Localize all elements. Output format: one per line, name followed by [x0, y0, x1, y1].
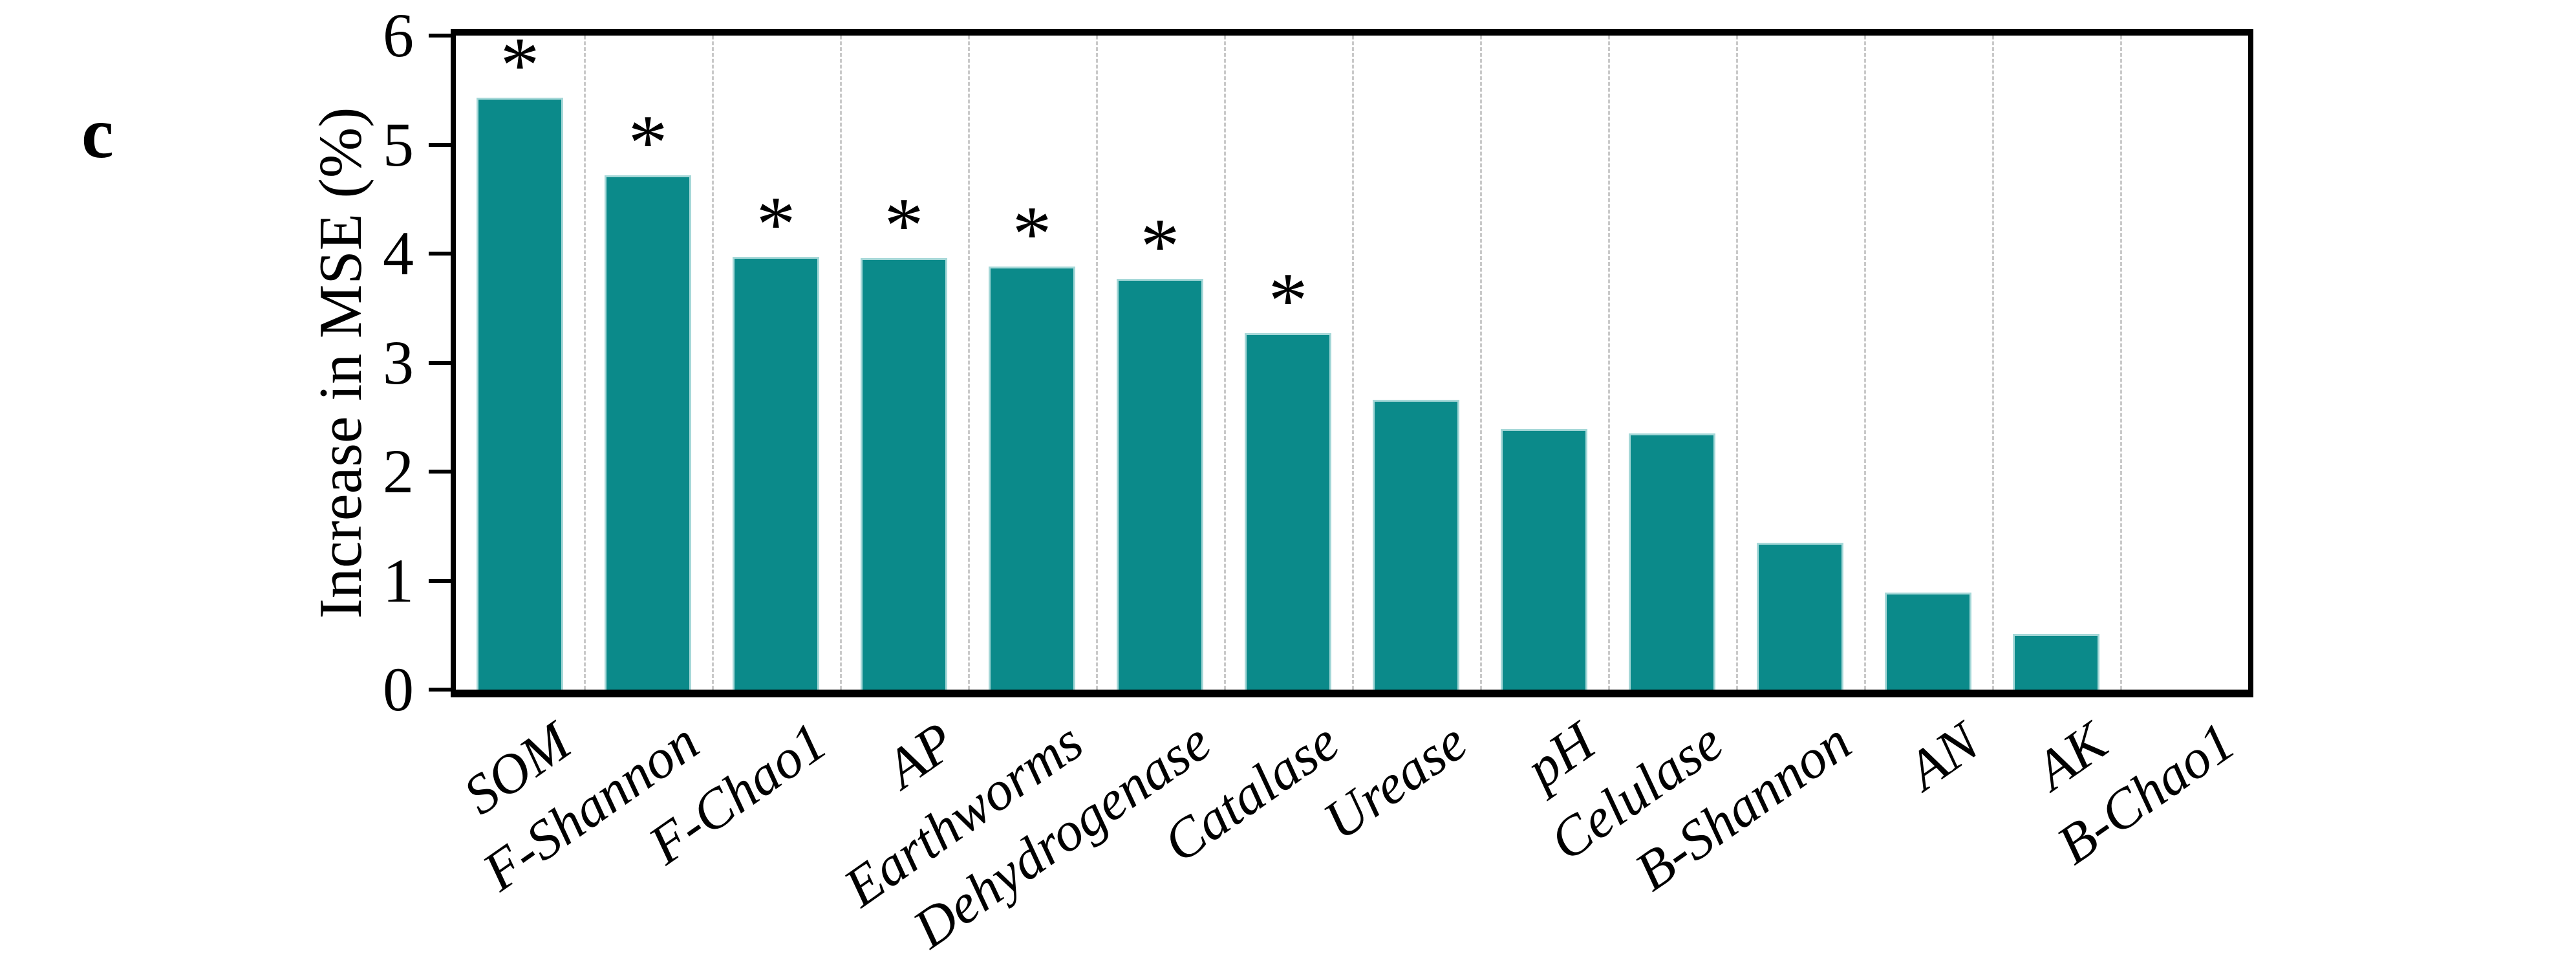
gridline	[1224, 36, 1226, 690]
significance-asterisk: *	[500, 21, 540, 109]
gridline	[1736, 36, 1738, 690]
bar	[477, 98, 563, 690]
bar	[1757, 543, 1843, 690]
bar	[989, 267, 1075, 690]
gridline	[1608, 36, 1610, 690]
x-tick-label: Urease	[1312, 710, 1478, 852]
significance-asterisk: *	[756, 180, 796, 268]
gridline	[1352, 36, 1354, 690]
bar	[733, 257, 819, 690]
y-tick-mark	[429, 579, 451, 583]
y-tick-label: 4	[383, 219, 414, 288]
y-tick-label: 1	[383, 546, 414, 615]
gridline	[840, 36, 842, 690]
gridline	[712, 36, 714, 690]
bar	[1245, 333, 1331, 690]
panel-label: c	[81, 93, 114, 173]
y-tick-mark	[429, 34, 451, 38]
bar	[1117, 279, 1203, 690]
gridline	[1864, 36, 1866, 690]
significance-asterisk: *	[1140, 202, 1180, 290]
gridline	[968, 36, 970, 690]
y-tick-label: 3	[383, 328, 414, 397]
gridline	[1992, 36, 1994, 690]
significance-asterisk: *	[884, 182, 924, 269]
bar	[1373, 400, 1459, 690]
y-tick-mark	[429, 252, 451, 256]
gridline	[584, 36, 586, 690]
y-tick-mark	[429, 143, 451, 147]
y-tick-mark	[429, 361, 451, 365]
bar	[861, 258, 947, 690]
significance-asterisk: *	[1268, 257, 1308, 344]
y-tick-label: 6	[383, 1, 414, 70]
bar	[2013, 634, 2099, 690]
plot-inner: * * * * * * *	[456, 21, 2248, 690]
y-tick-label: 2	[383, 437, 414, 506]
y-tick-mark	[429, 470, 451, 474]
gridline	[2120, 36, 2122, 690]
gridline	[1480, 36, 1482, 690]
significance-asterisk: *	[628, 99, 668, 186]
y-tick-mark	[429, 688, 451, 692]
y-tick-label: 0	[383, 655, 414, 724]
bar	[1885, 593, 1971, 690]
bar	[1629, 433, 1715, 690]
y-axis-title: Increase in MSE (%)	[307, 107, 374, 619]
y-tick-label: 5	[383, 110, 414, 179]
bar	[1501, 429, 1587, 690]
x-tick-label: AN	[1896, 710, 1990, 802]
significance-asterisk: *	[1012, 190, 1052, 278]
gridline	[1096, 36, 1098, 690]
plot-area: * * * * * * *	[451, 21, 2253, 697]
bar	[605, 175, 691, 690]
